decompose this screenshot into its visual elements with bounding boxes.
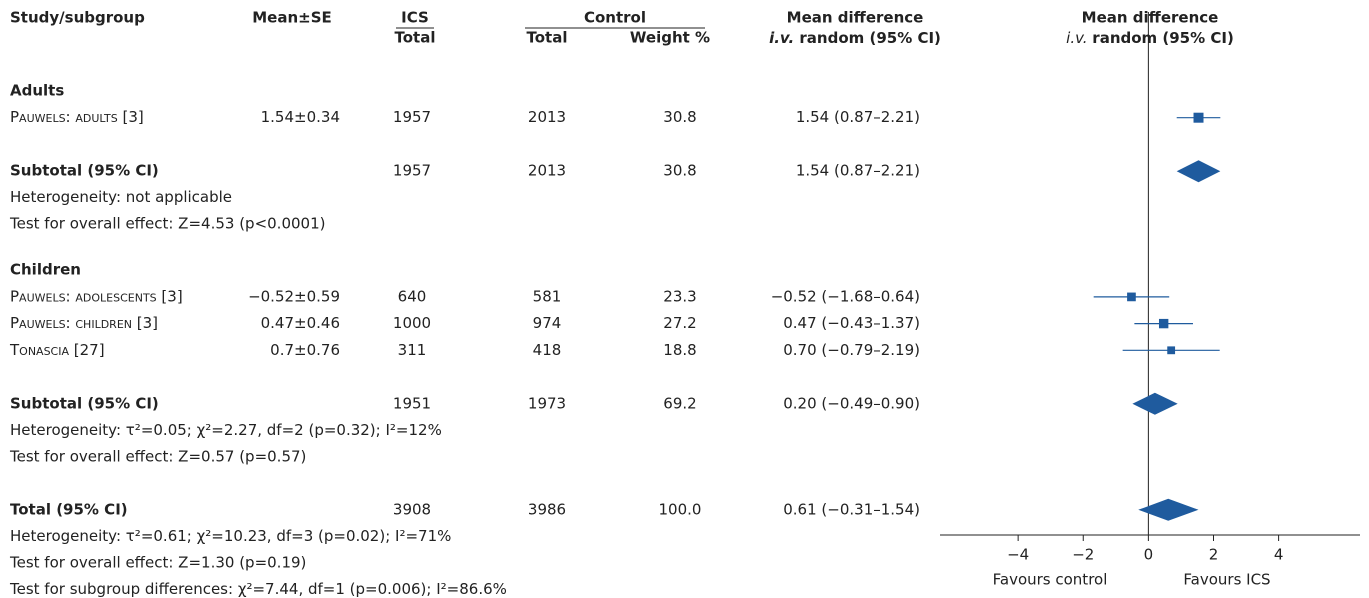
plot-method: i.v. random (95% CI)	[1066, 29, 1234, 47]
weight: 30.8	[663, 162, 696, 180]
effect-square	[1127, 292, 1136, 302]
md-label: 1.54 (0.87–2.21)	[796, 108, 920, 126]
md-label: 0.20 (−0.49–0.90)	[783, 394, 920, 412]
method-part: random (95% CI)	[799, 29, 941, 47]
summary-label: Subtotal (95% CI)	[10, 394, 159, 412]
summary-diamond	[1176, 160, 1221, 183]
weight: 18.8	[663, 341, 696, 359]
weight: 100.0	[659, 500, 702, 518]
mean-se: −0.52±0.59	[248, 287, 340, 305]
md-label: 0.61 (−0.31–1.54)	[783, 500, 920, 518]
header-ics: ICS	[401, 9, 429, 27]
header-md-method: i.v. random (95% CI)	[769, 29, 941, 47]
weight: 30.8	[663, 108, 696, 126]
md-label: 0.47 (−0.43–1.37)	[783, 314, 920, 332]
study-name: Tonascia [27]	[9, 341, 105, 359]
note: Test for overall effect: Z=4.53 (p<0.000…	[9, 215, 325, 233]
control-total: 418	[533, 341, 562, 359]
mean-se: 0.7±0.76	[270, 341, 340, 359]
study-name: Pauwels: adults [3]	[10, 108, 144, 126]
md-label: −0.52 (−1.68–0.64)	[771, 287, 920, 305]
x-tick-label: 0	[1144, 546, 1154, 564]
x-tick-label: −2	[1072, 546, 1094, 564]
italic-part: i.v.	[1066, 29, 1087, 47]
md-label: 1.54 (0.87–2.21)	[796, 162, 920, 180]
header-mean-se: Mean±SE	[252, 9, 332, 27]
note: Test for overall effect: Z=0.57 (p=0.57)	[9, 447, 306, 465]
control-total: 2013	[528, 162, 566, 180]
effect-square	[1167, 346, 1176, 355]
note: Heterogeneity: τ²=0.05; χ²=2.27, df=2 (p…	[10, 421, 442, 439]
control-total: 974	[533, 314, 562, 332]
control-total: 3986	[528, 500, 566, 518]
summary-diamond	[1132, 392, 1178, 415]
group-name: Children	[10, 261, 81, 279]
summary-diamond	[1138, 498, 1199, 521]
note: Test for subgroup differences: χ²=7.44, …	[9, 580, 507, 598]
control-total: 581	[533, 287, 562, 305]
effect-square	[1158, 318, 1169, 329]
x-tick-label: 2	[1209, 546, 1219, 564]
note: Heterogeneity: τ²=0.61; χ²=10.23, df=3 (…	[10, 527, 451, 545]
header-control-total: Total	[527, 29, 568, 47]
ics-total: 3908	[393, 500, 431, 518]
header-md: Mean difference	[787, 9, 924, 27]
study-name: Pauwels: children [3]	[10, 314, 158, 332]
favours-label: Favours control	[993, 571, 1108, 589]
weight: 69.2	[663, 394, 696, 412]
md-label: 0.70 (−0.79–2.19)	[783, 341, 920, 359]
mean-se: 1.54±0.34	[261, 108, 340, 126]
italic-part: i.v.	[769, 29, 794, 47]
x-tick-label: −4	[1007, 546, 1029, 564]
favours-label: Favours ICS	[1183, 571, 1270, 589]
method-part: random (95% CI)	[1092, 29, 1234, 47]
study-name: Pauwels: adolescents [3]	[10, 287, 183, 305]
control-total: 2013	[528, 108, 566, 126]
plot-title: Mean difference	[1082, 9, 1219, 27]
ics-total: 640	[398, 287, 427, 305]
note: Test for overall effect: Z=1.30 (p=0.19)	[9, 553, 306, 571]
header-study: Study/subgroup	[10, 9, 145, 27]
summary-label: Total (95% CI)	[10, 500, 128, 518]
x-tick-label: 4	[1274, 546, 1284, 564]
header-ics-total: Total	[395, 29, 436, 47]
summary-label: Subtotal (95% CI)	[10, 162, 159, 180]
ics-total: 311	[398, 341, 427, 359]
weight: 27.2	[663, 314, 696, 332]
control-total: 1973	[528, 394, 566, 412]
header-control: Control	[584, 9, 646, 27]
effect-square	[1193, 112, 1204, 123]
weight: 23.3	[663, 287, 696, 305]
ics-total: 1957	[393, 162, 431, 180]
ics-total: 1957	[393, 108, 431, 126]
ics-total: 1951	[393, 394, 431, 412]
ics-total: 1000	[393, 314, 431, 332]
header-weight: Weight %	[630, 29, 710, 47]
note: Heterogeneity: not applicable	[10, 188, 232, 206]
mean-se: 0.47±0.46	[261, 314, 340, 332]
group-name: Adults	[10, 82, 64, 100]
